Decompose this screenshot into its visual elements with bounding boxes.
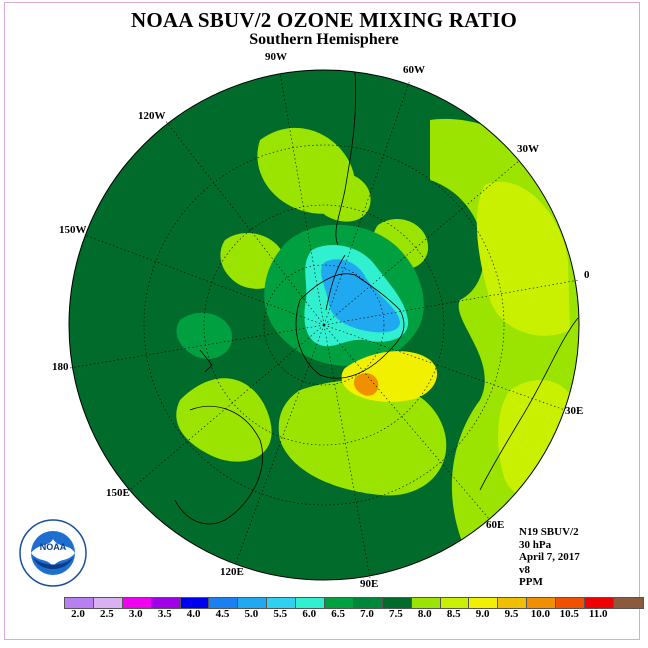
- coast-antarctic-peninsula: [325, 254, 346, 311]
- legend-tick-label: 8.0: [417, 608, 432, 620]
- coast-south-america: [335, 71, 357, 246]
- noaa-logo-text: NOAA: [40, 542, 67, 552]
- legend-swatch: [267, 598, 297, 608]
- legend-tick-label: 5.0: [244, 608, 259, 620]
- legend-tick-label: 10.5: [559, 608, 579, 620]
- lon-label-120e: 120E: [220, 566, 244, 578]
- legend-tick-label: 6.5: [331, 608, 345, 620]
- legend-swatch: [556, 598, 586, 608]
- legend-swatch: [180, 598, 210, 608]
- legend-tick-label: 9.5: [504, 608, 519, 620]
- lon-label-60e: 60E: [486, 519, 504, 531]
- info-date: April 7, 2017: [519, 551, 580, 563]
- legend-tick-label: 4.5: [215, 608, 230, 620]
- legend-swatch: [353, 598, 383, 608]
- legend-swatch: [209, 598, 239, 608]
- legend-swatch: [122, 598, 152, 608]
- legend-tick-label: 7.5: [389, 608, 403, 620]
- map-subtitle: Southern Hemisphere: [249, 31, 399, 48]
- contour-7.0-south: [176, 378, 272, 462]
- lon-label-90w: 90W: [265, 51, 287, 63]
- info-version: v8: [519, 563, 530, 576]
- coast-africa: [479, 317, 579, 491]
- lon-label-30w: 30W: [517, 143, 539, 155]
- legend-tick-label: 2.0: [71, 608, 85, 620]
- legend-swatch: [382, 598, 412, 608]
- lon-label-120w: 120W: [138, 110, 166, 122]
- legend-swatch: [325, 598, 354, 608]
- lon-label-30e: 30E: [565, 405, 583, 417]
- coast-new-zealand: [199, 349, 213, 373]
- legend-tick-label: 2.5: [100, 608, 114, 620]
- legend-swatch: [498, 598, 528, 608]
- legend-swatch: [440, 598, 470, 608]
- image-frame: [4, 2, 640, 640]
- contour-5.5: [321, 259, 400, 333]
- info-level: 30 hPa: [519, 538, 552, 551]
- lon-label-150e: 150E: [106, 487, 130, 499]
- legend-swatch: [527, 598, 557, 608]
- graticule: [69, 72, 580, 579]
- legend-swatch: [613, 598, 643, 608]
- legend-swatch: [151, 598, 181, 608]
- legend-tick-label: 3.5: [157, 608, 172, 620]
- legend-tick-label: 11.0: [588, 608, 608, 620]
- lon-label-90e: 90E: [360, 578, 378, 590]
- coast-australia: [174, 405, 264, 525]
- map-boundary: [68, 69, 580, 581]
- lon-label-150w: 150W: [59, 224, 87, 236]
- coastlines: [174, 71, 579, 525]
- info-units: PPM: [519, 576, 543, 588]
- contour-7.0-east: [278, 380, 447, 496]
- legend-swatch: [469, 598, 499, 608]
- legend-tick-label: 9.0: [475, 608, 490, 620]
- contour-7.5-se: [498, 380, 579, 498]
- coast-antarctica: [295, 273, 405, 379]
- legend-swatch: [585, 598, 614, 608]
- lon-label-180: 180: [52, 361, 69, 373]
- contour-6.5-sw: [176, 312, 233, 359]
- info-block: N19 SBUV/2 30 hPa April 7, 2017 v8 PPM: [519, 526, 580, 589]
- longitude-labels: 90W 60W 30W 0 30E 60E 90E 120E 150E 180 …: [52, 51, 590, 590]
- color-legend: [64, 597, 644, 609]
- legend-swatch: [93, 598, 123, 608]
- legend-ticks: 2.0 2.5 3.0 3.5 4.0 4.5 5.0 5.5 6.0 6.5 7.0 7.5 8.0 8…: [0, 608, 648, 622]
- legend-tick-label: 7.0: [360, 608, 374, 620]
- legend-swatch: [65, 598, 94, 608]
- info-satellite: N19 SBUV/2: [519, 526, 579, 538]
- legend-tick-label: 3.0: [128, 608, 143, 620]
- legend-tick-label: 8.5: [446, 608, 461, 620]
- legend-tick-label: 6.0: [302, 608, 317, 620]
- map-title: NOAA SBUV/2 OZONE MIXING RATIO: [131, 8, 517, 32]
- contour-8.5: [354, 373, 379, 396]
- noaa-logo: NOAA: [19, 519, 87, 587]
- legend-tick-label: 5.5: [273, 608, 288, 620]
- legend-tick-label: 10.0: [530, 608, 551, 620]
- legend-tick-label: 4.0: [186, 608, 201, 620]
- legend-swatch: [411, 598, 441, 608]
- legend-swatch: [238, 598, 268, 608]
- legend-swatch: [296, 598, 326, 608]
- contour-7.5-east: [476, 181, 570, 336]
- contour-7.0-center: [313, 171, 371, 222]
- lon-label-0: 0: [584, 269, 590, 281]
- lon-label-60w: 60W: [403, 64, 425, 76]
